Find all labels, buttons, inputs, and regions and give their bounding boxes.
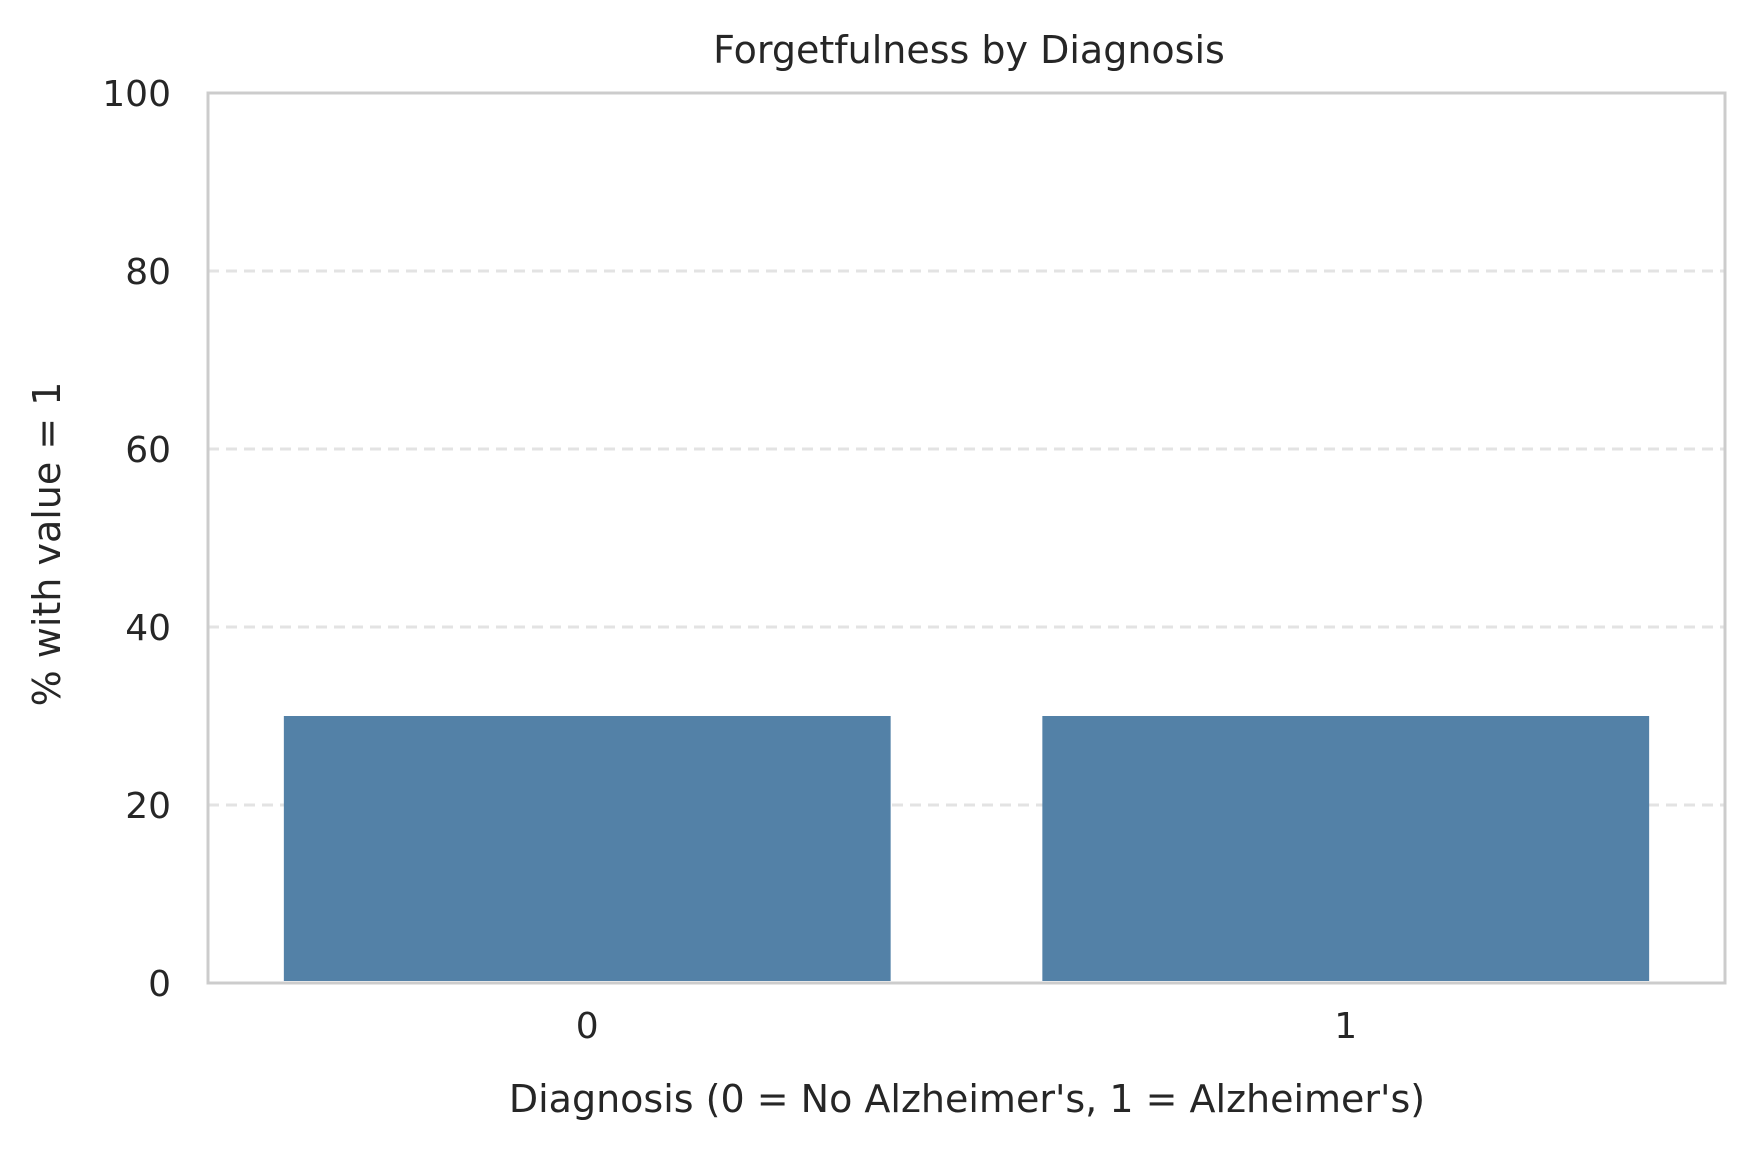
plot-frame [206,91,1727,985]
x-tick-label: 1 [1334,1006,1357,1047]
y-tick-label: 100 [102,74,171,115]
y-axis-label: % with value = 1 [25,382,69,707]
x-axis-label: Diagnosis (0 = No Alzheimer's, 1 = Alzhe… [509,1077,1425,1121]
bar-1 [1042,716,1650,981]
bars [283,716,1650,981]
y-tick-label: 80 [125,252,171,293]
x-tick-label: 0 [576,1006,599,1047]
chart-title: Forgetfulness by Diagnosis [713,28,1225,72]
y-tick-labels: 0 20 40 60 80 100 [102,74,171,1005]
y-tick-label: 20 [125,786,171,827]
bar-0 [283,716,891,981]
y-tick-label: 40 [125,608,171,649]
y-tick-label: 0 [148,964,171,1005]
y-tick-label: 60 [125,430,171,471]
